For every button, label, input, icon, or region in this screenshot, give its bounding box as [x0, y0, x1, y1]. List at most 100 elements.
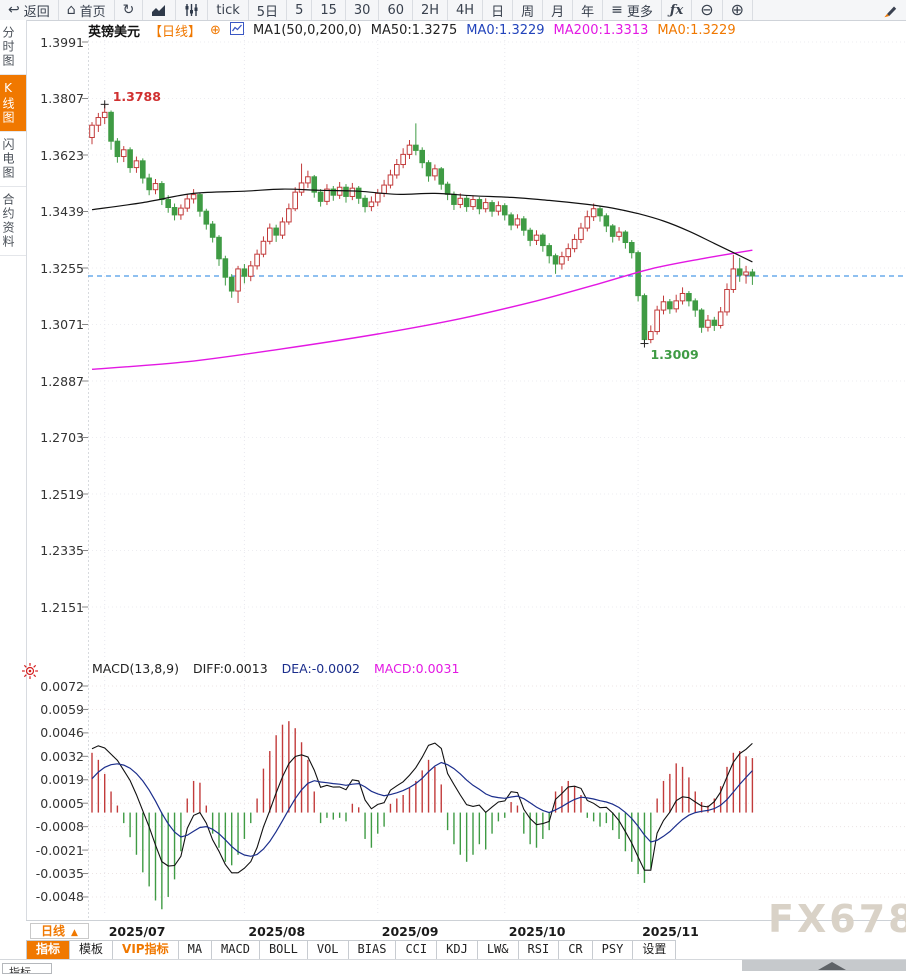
indicator-tab-bar: 指标 模板 VIP指标 MA MACD BOLL VOL BIAS CCI KDJ LW& RSI CR…: [26, 940, 677, 960]
toolbar-button-period-4h[interactable]: 4H: [448, 0, 484, 20]
price-tick: 1.3439: [40, 204, 84, 219]
indicator-tab-MACD[interactable]: MACD: [212, 941, 260, 959]
toolbar-label: tick: [216, 2, 240, 18]
toolbar-button-period-year[interactable]: 年: [573, 0, 604, 20]
sidebar-item-2[interactable]: 闪电图: [0, 132, 26, 187]
clipped-bottom-tab[interactable]: 指标: [2, 963, 52, 974]
toolbar-button-zoom-out[interactable]: ⊖: [692, 0, 723, 20]
ma50-value: MA50:1.3275: [370, 22, 458, 38]
back-icon: ↩: [8, 2, 20, 18]
toolbar-button-indicator-fx[interactable]: ƒx: [662, 0, 693, 20]
toolbar-button-tick[interactable]: tick: [208, 0, 249, 20]
toolbar-button-draw[interactable]: [873, 0, 906, 20]
macd-layer: [91, 721, 754, 910]
price-tick: 1.3623: [40, 147, 84, 163]
toolbar-button-home[interactable]: ⌂ 首页: [59, 0, 115, 20]
marker-layer: [100, 100, 649, 348]
toolbar-button-period-5d[interactable]: 5日: [249, 0, 288, 20]
toolbar-label: 30: [353, 2, 371, 18]
indicator-tab-BOLL[interactable]: BOLL: [260, 941, 308, 959]
x-axis-strip: 日线 ▲ 2025/07 2025/08 2025/09 2025/10 2025/11: [26, 920, 906, 941]
indicator-tab-PSY[interactable]: PSY: [593, 941, 634, 959]
toolbar-label: 15: [320, 2, 337, 18]
toolbar-button-more[interactable]: ≡ 更多: [603, 0, 662, 20]
toolbar-button-area-chart[interactable]: [143, 0, 177, 20]
indicator-tab-VOL[interactable]: VOL: [308, 941, 349, 959]
toolbar-button-period-month[interactable]: 月: [543, 0, 574, 20]
indicator-tab-MA[interactable]: MA: [179, 941, 213, 959]
zoom-in-icon: ⊕: [730, 0, 745, 19]
zoom-out-icon: ⊖: [700, 0, 714, 19]
indicator-tab-VIP指标[interactable]: VIP指标: [113, 941, 179, 959]
high-price-label: 1.3788: [112, 89, 161, 105]
toolbar-label: 60: [387, 2, 404, 18]
toolbar-button-back[interactable]: ↩ 返回: [0, 0, 59, 20]
price-tick: 1.2335: [40, 543, 84, 558]
toolbar-label: 5日: [256, 4, 279, 20]
toolbar-label: 2H: [420, 2, 440, 18]
macd-tick: 0.0072: [40, 678, 84, 694]
toolbar-button-period-2h[interactable]: 2H: [413, 0, 449, 20]
ma-chart-icon[interactable]: [229, 21, 244, 39]
macd-tick: -0.0008: [35, 819, 84, 835]
price-tick: 1.3071: [40, 317, 84, 332]
sidebar-item-1[interactable]: K线图: [0, 75, 26, 132]
symbol-name: 英镑美元: [88, 24, 141, 40]
candlestick-layer: [89, 104, 756, 344]
period-label: 【日线】: [149, 24, 202, 40]
indicator-tab-LW&[interactable]: LW&: [478, 941, 519, 959]
toolbar-label: 5: [295, 2, 304, 18]
price-tick: 1.2151: [40, 599, 84, 615]
price-tick: 1.2703: [40, 430, 84, 445]
toolbar-label: 周: [521, 4, 535, 20]
indicator-tab-设置[interactable]: 设置: [642, 942, 667, 956]
toolbar-button-period-15[interactable]: 15: [312, 0, 346, 20]
toolbar-button-period-day[interactable]: 日: [483, 0, 514, 20]
x-axis-month-label: 2025/11: [642, 924, 699, 939]
indicator-tab-指标[interactable]: 指标: [27, 941, 71, 959]
price-tick: 1.3807: [40, 91, 84, 106]
macd-title: MACD(13,8,9): [92, 661, 179, 676]
macd-tick: 0.0032: [40, 748, 84, 764]
macd-tick: 0.0005: [40, 795, 84, 811]
macd-tick: -0.0035: [35, 866, 84, 882]
macd-tick: 0.0019: [40, 772, 84, 788]
low-price-label: 1.3009: [650, 346, 699, 362]
period-selector-button[interactable]: 日线 ▲: [30, 923, 89, 939]
grid-layer: [82, 32, 906, 926]
toolbar-label: 年: [581, 4, 595, 20]
toolbar-label: 日: [491, 4, 505, 20]
sidebar-item-3[interactable]: 合约资料: [0, 187, 26, 256]
macd-dea-value: DEA:-0.0002: [281, 661, 360, 676]
toolbar-button-refresh[interactable]: ↻: [115, 0, 144, 20]
toolbar-label: 首页: [79, 4, 106, 20]
indicator-tab-RSI[interactable]: RSI: [519, 941, 560, 959]
collapse-arrow-icon: [818, 962, 846, 970]
toolbar-label: ƒx: [669, 2, 684, 18]
x-axis-month-label: 2025/10: [508, 924, 566, 939]
chart-header: 英镑美元 【日线】 ⊕ MA1(50,0,200,0) MA50:1.3275 …: [88, 21, 736, 40]
toolbar-button-candle-settings[interactable]: [176, 0, 209, 20]
macd-tick: 0.0059: [40, 701, 84, 717]
expand-icon[interactable]: ⊕: [210, 22, 221, 38]
indicator-tab-CCI[interactable]: CCI: [396, 941, 438, 959]
area-chart-icon: [151, 3, 167, 17]
toolbar-label: 月: [551, 4, 565, 20]
indicator-tab-CR[interactable]: CR: [559, 941, 593, 959]
indicator-tab-BIAS[interactable]: BIAS: [349, 941, 397, 959]
toolbar-button-period-30[interactable]: 30: [346, 0, 380, 20]
toolbar-button-zoom-in[interactable]: ⊕: [723, 0, 754, 20]
toolbar-button-period-60[interactable]: 60: [379, 0, 413, 20]
indicator-tab-模板[interactable]: 模板: [70, 941, 114, 959]
price-tick: 1.2887: [40, 373, 84, 389]
toolbar-button-period-week[interactable]: 周: [513, 0, 544, 20]
indicator-tab-KDJ[interactable]: KDJ: [437, 941, 478, 959]
sidebar-item-0[interactable]: 分时图: [0, 20, 26, 75]
toolbar-button-period-5[interactable]: 5: [287, 0, 313, 20]
macd-header: MACD(13,8,9) DIFF:0.0013 DEA:-0.0002 MAC…: [92, 661, 459, 677]
toolbar-label: 4H: [456, 2, 475, 18]
collapse-handle[interactable]: [742, 960, 906, 971]
candle-settings-icon: [184, 3, 199, 17]
macd-macd-value: MACD:0.0031: [373, 661, 460, 676]
